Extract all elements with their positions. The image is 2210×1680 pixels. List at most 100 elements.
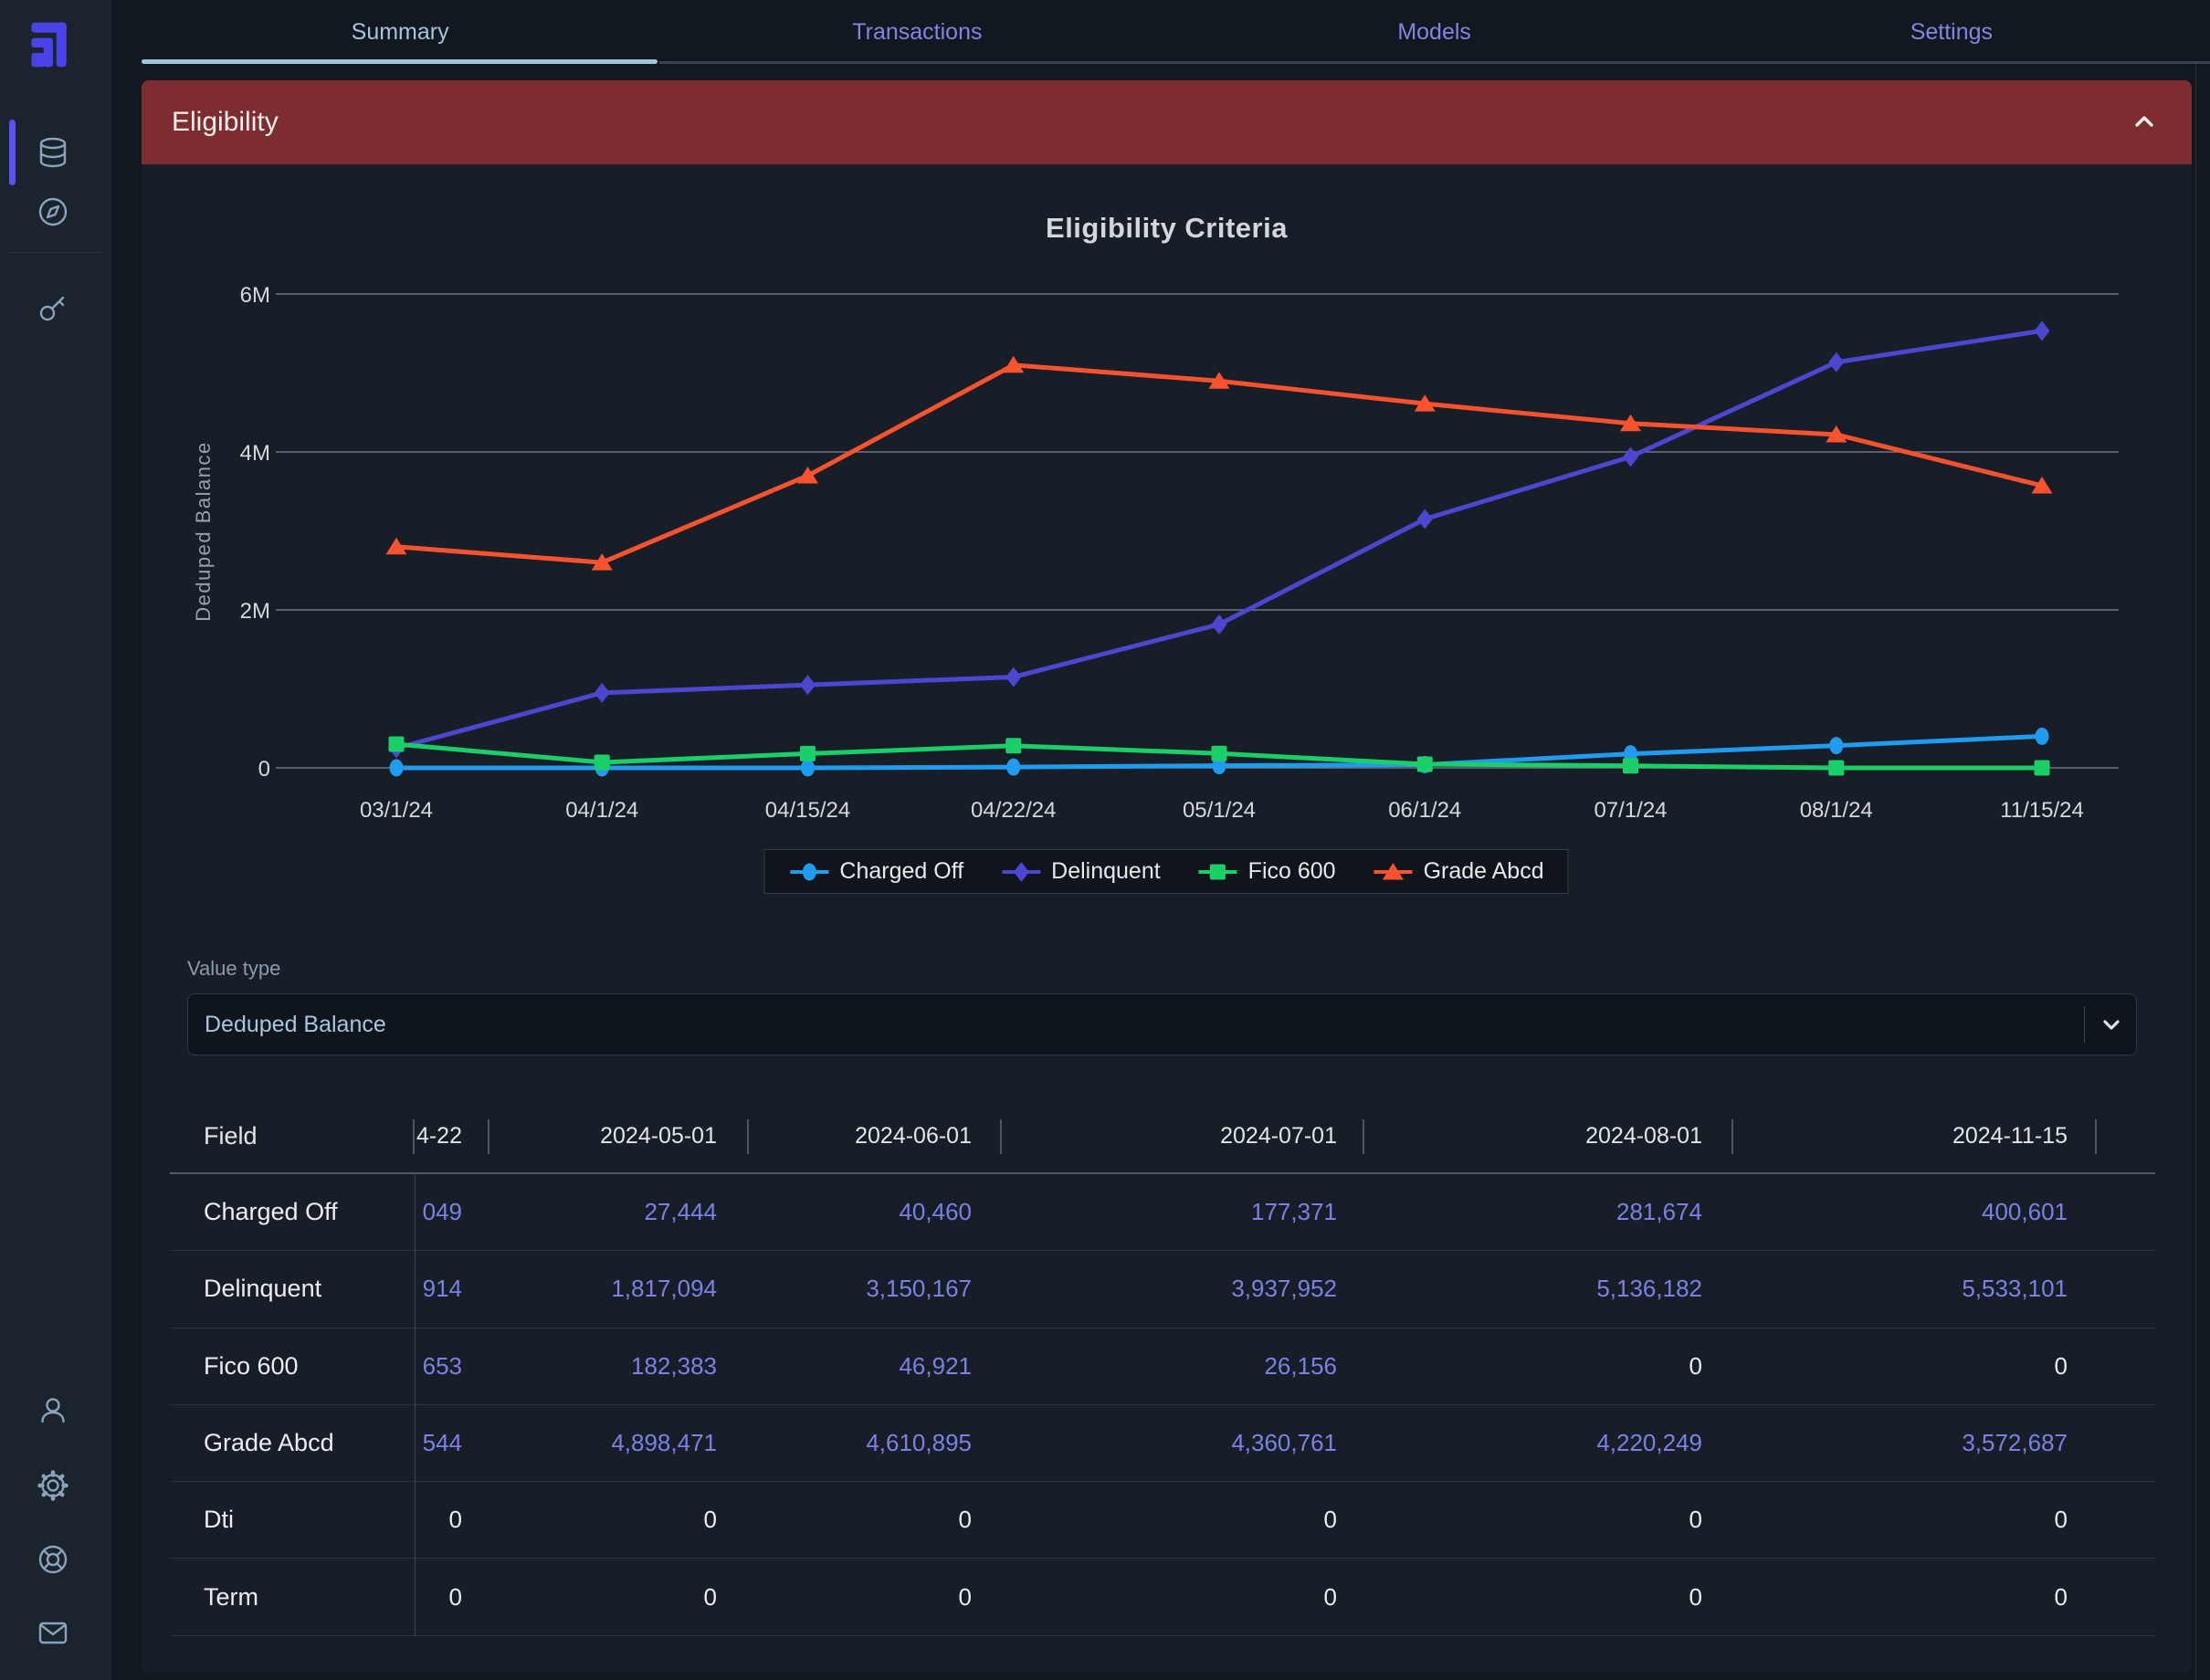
x-tick-label: 06/1/24 [1388,798,1461,823]
y-tick-label: 4M [240,441,270,466]
cell-value: 0 [2054,1351,2068,1380]
column-header-date[interactable]: 4-22 [415,1100,489,1172]
key-icon[interactable] [37,291,69,324]
legend-label: Fico 600 [1247,858,1336,884]
circle-marker-icon [790,863,829,880]
column-header-date[interactable]: 2024-06-01 [749,1100,1002,1172]
cell-value: 0 [1323,1506,1337,1534]
square-marker-icon [1198,864,1237,879]
table-header-row: Field 4-22 2024-05-01 2024-06-01 2024-07-01 2… [170,1100,2155,1174]
x-tick-label: 04/22/24 [971,798,1056,823]
x-tick-label: 04/1/24 [565,798,638,823]
legend-item-fico-600[interactable]: Fico 600 [1197,858,1336,885]
legend-label: Charged Off [839,858,964,884]
sidebar-divider [9,252,102,253]
x-tick-label: 03/1/24 [360,798,433,823]
value-type-dropdown[interactable]: Deduped Balance [187,993,2137,1055]
cell-value: 4,610,895 [866,1429,972,1457]
cell-value: 281,674 [1616,1198,1702,1226]
cell-value: 049 [422,1198,462,1226]
cell-value: 0 [703,1582,717,1611]
y-tick-label: 6M [240,283,270,308]
cell-value: 4,898,471 [611,1429,717,1457]
row-field-label: Delinquent [204,1275,322,1303]
cell-value: 46,921 [899,1351,972,1380]
cell-value: 544 [422,1429,462,1457]
y-tick-label: 0 [258,757,270,782]
series-grade-abcd [385,355,2053,571]
dropdown-divider [2084,1006,2085,1043]
cell-value: 177,371 [1251,1198,1337,1226]
dropdown-selected-value: Deduped Balance [205,1011,386,1037]
cell-value: 0 [448,1582,462,1611]
legend-item-charged-off[interactable]: Charged Off [788,858,963,885]
row-field-label: Dti [204,1506,234,1534]
table-row: Delinquent 914 1,817,094 3,150,167 3,937,952… [170,1251,2155,1328]
row-field-label: Term [204,1582,258,1611]
cell-value: 914 [422,1275,462,1303]
y-tick-label: 2M [240,599,270,624]
row-field-label: Fico 600 [204,1351,299,1380]
legend-item-grade-abcd[interactable]: Grade Abcd [1373,858,1544,885]
eligibility-line-chart: 0 2M 4M 6M 03/1/24 04/1/24 04/15/24 04/22/24 05/… [192,283,2119,823]
chart-title: Eligibility Criteria [1046,212,1288,244]
legend-label: Grade Abcd [1423,858,1544,884]
column-header-date[interactable]: 2024-11-15 [1733,1100,2097,1172]
cell-value: 0 [703,1506,717,1534]
x-tick-label: 11/15/24 [2000,798,2084,823]
cell-value: 182,383 [631,1351,717,1380]
cell-value: 27,444 [644,1198,717,1226]
cell-value: 3,937,952 [1231,1275,1337,1303]
cell-value: 4,220,249 [1596,1429,1702,1457]
sidebar-active-indicator [9,120,16,185]
app-logo-icon[interactable] [27,18,79,71]
cell-value: 0 [958,1506,972,1534]
cell-value: 0 [2054,1582,2068,1611]
cell-value: 26,156 [1264,1351,1337,1380]
tab-transactions[interactable]: Transactions [852,18,983,45]
y-axis-label: Deduped Balance [192,441,215,621]
database-icon[interactable] [37,136,69,169]
column-header-date[interactable]: 2024-07-01 [1002,1100,1364,1172]
settings-gear-icon[interactable] [37,1469,69,1502]
cell-value: 400,601 [1982,1198,2068,1226]
cell-value: 1,817,094 [611,1275,717,1303]
cell-value: 0 [958,1582,972,1611]
diamond-marker-icon [1002,861,1041,882]
eligibility-table: Field 4-22 2024-05-01 2024-06-01 2024-07-01 2… [170,1100,2155,1636]
scroll-gutter-line [2195,64,2196,1680]
series-fico-600 [388,736,2050,776]
cell-value: 3,150,167 [866,1275,972,1303]
legend-item-delinquent[interactable]: Delinquent [1000,858,1161,885]
user-icon[interactable] [37,1394,69,1427]
tab-settings[interactable]: Settings [1910,18,1994,45]
help-lifering-icon[interactable] [37,1543,69,1576]
column-header-date[interactable]: 2024-08-01 [1364,1100,1733,1172]
cell-value: 0 [1323,1582,1337,1611]
column-header-date[interactable]: 2024-05-01 [489,1100,749,1172]
eligibility-panel-header[interactable]: Eligibility [142,80,2192,164]
chevron-down-icon[interactable] [2099,1012,2124,1037]
column-header-field: Field [170,1100,415,1172]
cell-value: 3,572,687 [1962,1429,2068,1457]
cell-value: 40,460 [899,1198,972,1226]
field-column-divider [415,1174,416,1636]
cell-value: 5,533,101 [1962,1275,2068,1303]
tab-summary[interactable]: Summary [351,18,449,45]
x-tick-label: 07/1/24 [1594,798,1667,823]
mail-icon[interactable] [37,1616,69,1649]
value-type-label: Value type [187,957,281,980]
triangle-marker-icon [1373,862,1413,879]
table-row: Dti 0 0 0 0 0 0 [170,1482,2155,1559]
top-tab-bar: Summary Transactions Models Settings [142,0,2210,64]
sidebar [0,0,111,1680]
chart-legend: Charged Off Delinquent Fico 600 Grade Abcd [763,849,1569,894]
chevron-up-icon[interactable] [2128,106,2161,139]
cell-value: 0 [2054,1506,2068,1534]
x-tick-label: 08/1/24 [1800,798,1873,823]
tab-models[interactable]: Models [1397,18,1471,45]
cell-value: 0 [1689,1506,1702,1534]
compass-icon[interactable] [37,195,69,228]
cell-value: 0 [448,1506,462,1534]
row-field-label: Charged Off [204,1198,338,1226]
